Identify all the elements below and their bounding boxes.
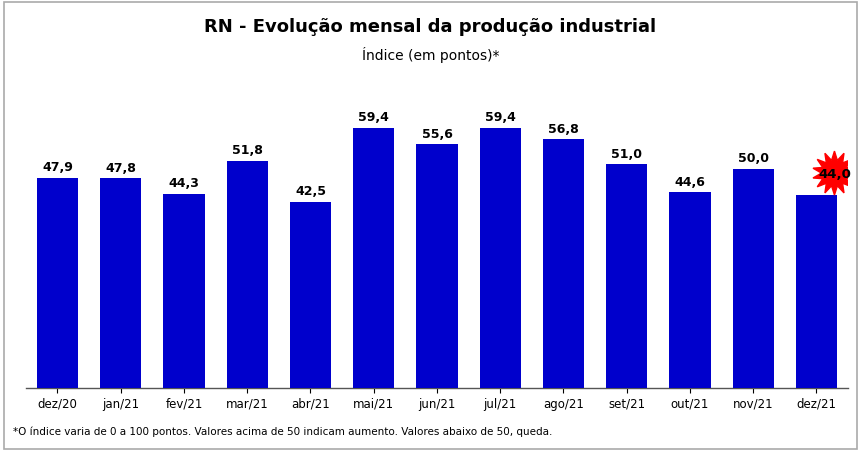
Bar — [353, 128, 394, 388]
Text: 55,6: 55,6 — [422, 128, 452, 141]
Text: 51,8: 51,8 — [232, 144, 263, 157]
Text: 44,3: 44,3 — [169, 177, 200, 190]
Bar — [796, 195, 837, 388]
Bar — [543, 139, 584, 388]
Bar — [669, 193, 710, 388]
Bar — [37, 178, 78, 388]
Bar — [733, 169, 774, 388]
Text: 44,0: 44,0 — [818, 168, 851, 181]
Text: *O índice varia de 0 a 100 pontos. Valores acima de 50 indicam aumento. Valores : *O índice varia de 0 a 100 pontos. Valor… — [13, 427, 552, 437]
Bar — [164, 194, 205, 388]
Bar — [100, 179, 141, 388]
Bar — [290, 202, 331, 388]
Text: 59,4: 59,4 — [358, 111, 389, 124]
Bar — [226, 161, 268, 388]
Polygon shape — [813, 151, 856, 195]
Text: RN - Evolução mensal da produção industrial: RN - Evolução mensal da produção industr… — [204, 18, 657, 36]
Text: 42,5: 42,5 — [295, 185, 326, 198]
Text: 56,8: 56,8 — [548, 123, 579, 135]
Text: 51,0: 51,0 — [611, 148, 642, 161]
Text: 47,8: 47,8 — [105, 162, 136, 175]
Text: 47,9: 47,9 — [42, 161, 73, 175]
Bar — [480, 128, 521, 388]
Text: 50,0: 50,0 — [738, 152, 769, 166]
Text: 59,4: 59,4 — [485, 111, 516, 124]
Text: 44,6: 44,6 — [674, 176, 705, 189]
Text: Índice (em pontos)*: Índice (em pontos)* — [362, 47, 499, 63]
Bar — [606, 165, 647, 388]
Bar — [417, 144, 457, 388]
